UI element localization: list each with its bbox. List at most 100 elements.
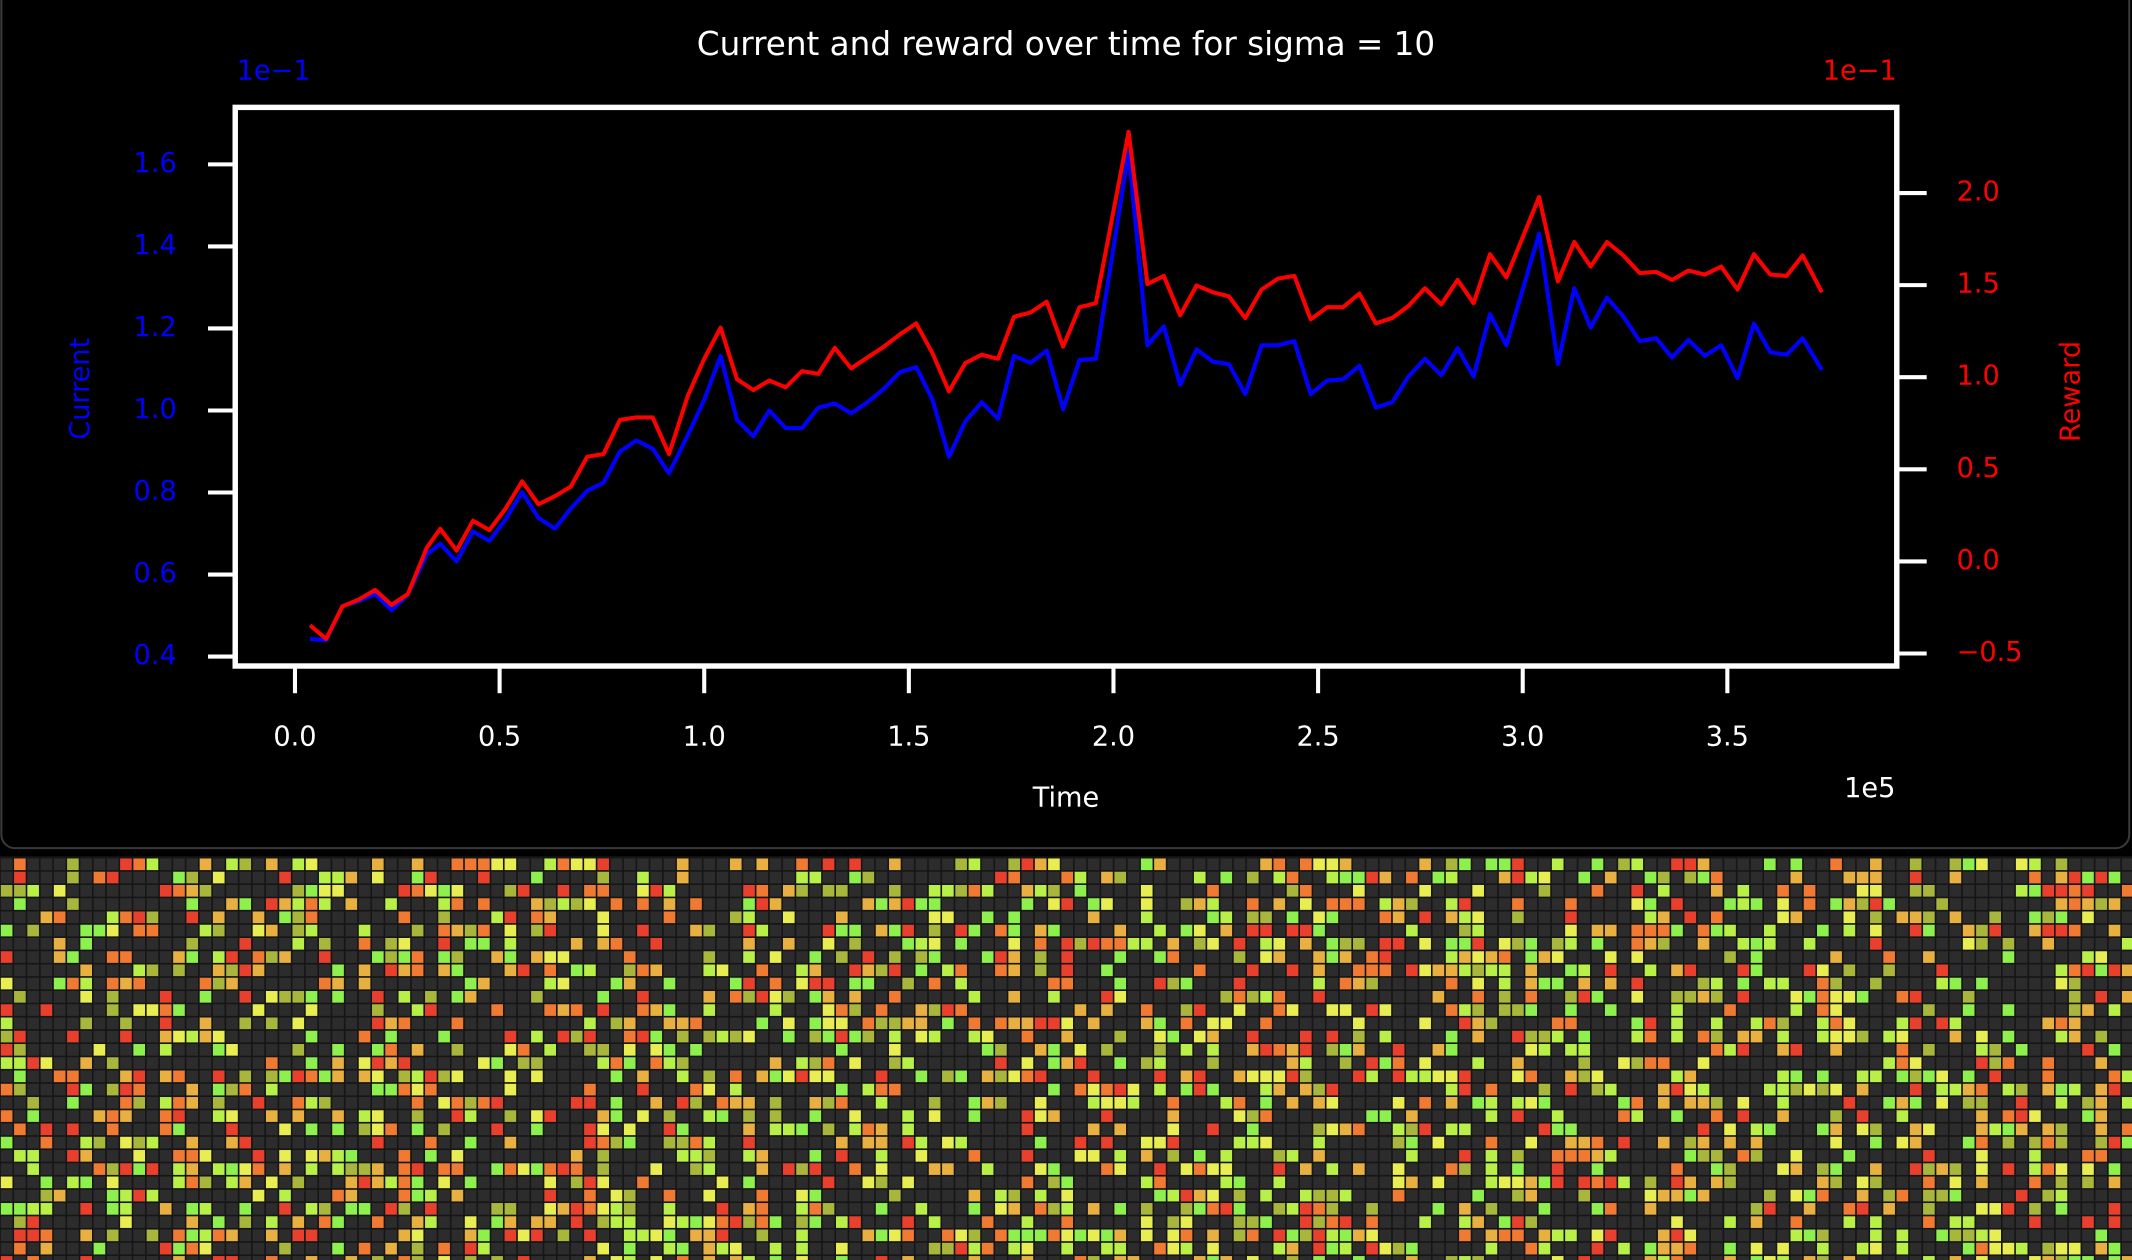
tile	[67, 1110, 79, 1122]
tile	[358, 1256, 371, 1260]
tile	[782, 1097, 795, 1109]
tile	[1671, 1070, 1683, 1083]
tile	[292, 1150, 305, 1162]
tile	[1830, 1229, 1842, 1242]
tile	[67, 858, 79, 871]
tile	[942, 1030, 954, 1043]
tile	[1883, 1216, 1895, 1228]
tile	[663, 871, 676, 884]
tile	[27, 1150, 39, 1162]
tile	[1326, 977, 1339, 990]
tile	[1684, 1004, 1697, 1016]
tile	[120, 1229, 132, 1242]
tile	[1087, 1070, 1100, 1083]
tile	[1976, 991, 1988, 1003]
tile	[1498, 1083, 1511, 1096]
tile	[53, 1004, 66, 1016]
tile	[769, 1163, 782, 1175]
tile	[1936, 1017, 1948, 1030]
tile	[690, 1004, 702, 1016]
tile	[252, 1097, 265, 1109]
tile	[822, 1030, 835, 1043]
tile	[650, 1256, 663, 1260]
tile	[676, 964, 689, 977]
tile	[1989, 1216, 2001, 1228]
tile	[836, 1097, 848, 1109]
tile	[1074, 1256, 1087, 1260]
tile	[1525, 1110, 1537, 1122]
tile	[1233, 898, 1246, 910]
tile	[2015, 1123, 2028, 1136]
tile	[2095, 1123, 2108, 1136]
tile	[318, 1150, 331, 1162]
tile	[464, 1057, 477, 1069]
tile	[1313, 991, 1325, 1003]
tile	[1618, 1203, 1630, 1215]
tile	[517, 1017, 530, 1030]
tile	[1140, 1044, 1153, 1056]
tile	[942, 898, 954, 910]
tile	[372, 1189, 384, 1202]
tile	[942, 1070, 954, 1083]
tile	[504, 911, 517, 924]
tile	[968, 1203, 981, 1215]
tile	[411, 1070, 424, 1083]
tile	[902, 1004, 914, 1016]
tile	[1578, 1216, 1591, 1228]
tile	[385, 1123, 397, 1136]
tile	[1525, 977, 1537, 990]
tile	[1233, 1189, 1246, 1202]
tile	[1366, 1083, 1378, 1096]
tile	[1618, 1163, 1630, 1175]
tile	[425, 1163, 437, 1175]
tile	[1591, 898, 1604, 910]
tile	[1644, 871, 1657, 884]
tile	[915, 1083, 928, 1096]
tile	[729, 1242, 742, 1255]
tile	[875, 884, 888, 897]
tile	[1061, 1242, 1074, 1255]
tile	[650, 911, 663, 924]
tile	[663, 1256, 676, 1260]
tile	[1803, 1057, 1816, 1069]
tile	[796, 1242, 808, 1255]
tile	[1512, 1242, 1524, 1255]
tile	[1419, 1229, 1431, 1242]
tile	[928, 1229, 941, 1242]
tile	[544, 1136, 556, 1149]
tile	[1724, 1189, 1736, 1202]
tile	[451, 1136, 464, 1149]
tile	[1631, 1229, 1644, 1242]
tile	[796, 991, 808, 1003]
tile	[1777, 1030, 1789, 1043]
tile	[690, 1242, 702, 1255]
tile	[305, 1083, 318, 1096]
tile	[1419, 1150, 1431, 1162]
tile	[2121, 951, 2132, 963]
tile	[928, 871, 941, 884]
tile	[637, 1136, 649, 1149]
tile	[2068, 1110, 2081, 1122]
tile	[1830, 1110, 1842, 1122]
tile	[1180, 1189, 1193, 1202]
tile	[531, 1229, 543, 1242]
tile	[1525, 1097, 1537, 1109]
tile	[173, 924, 185, 937]
tile	[1962, 1030, 1975, 1043]
tile	[1114, 1176, 1127, 1189]
tile	[1034, 858, 1047, 871]
tile	[1034, 1017, 1047, 1030]
tile	[822, 1110, 835, 1122]
tile	[1472, 1097, 1484, 1109]
tile	[981, 937, 994, 950]
tile	[1565, 1083, 1577, 1096]
tile	[398, 1189, 411, 1202]
tile	[1154, 964, 1166, 977]
tile	[40, 1163, 53, 1175]
tile	[106, 1163, 119, 1175]
tile	[1976, 1070, 1988, 1083]
tile	[1578, 1030, 1591, 1043]
tile	[1406, 1083, 1418, 1096]
tile	[53, 858, 66, 871]
tile	[862, 951, 875, 963]
